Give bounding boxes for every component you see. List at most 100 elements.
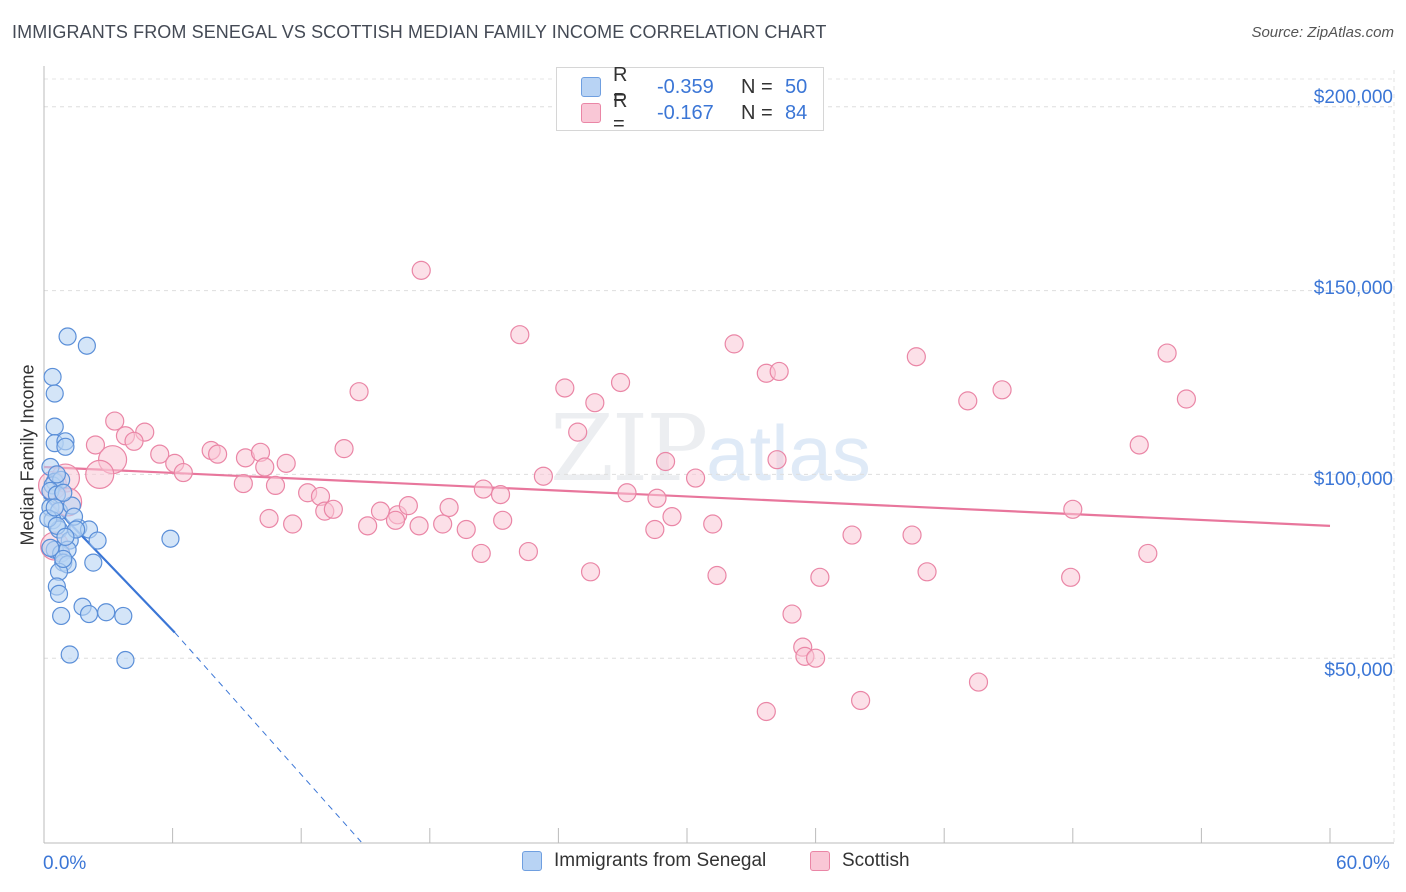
legend-swatch-blue bbox=[581, 77, 601, 97]
senegal-point bbox=[45, 498, 64, 517]
scottish-point bbox=[533, 466, 553, 486]
correlation-legend: R = -0.359 N = 50 R = -0.167 N = 84 bbox=[556, 64, 824, 135]
scottish-point bbox=[493, 510, 513, 530]
scottish-point bbox=[703, 514, 723, 534]
scottish-point bbox=[233, 473, 253, 494]
trend-lines bbox=[43, 465, 1331, 843]
legend-swatch-pink bbox=[581, 103, 601, 123]
legend-row-senegal: R = -0.359 N = 50 bbox=[581, 64, 808, 109]
scottish-point bbox=[358, 516, 378, 536]
scottish-point bbox=[385, 510, 406, 530]
scottish-point bbox=[518, 541, 538, 562]
scottish-point bbox=[767, 450, 787, 470]
scottish-point bbox=[265, 475, 286, 496]
legend-row-scottish: R = -0.167 N = 84 bbox=[581, 90, 807, 135]
source-label: Source: ZipAtlas.com bbox=[1251, 24, 1394, 41]
scottish-point bbox=[992, 380, 1012, 400]
scottish-point bbox=[555, 378, 575, 398]
legend-swatch-blue bbox=[522, 851, 542, 871]
scottish-point bbox=[842, 525, 862, 545]
senegal-point bbox=[54, 549, 73, 569]
scottish-point bbox=[645, 519, 665, 540]
scottish-point bbox=[617, 483, 637, 503]
scottish-point bbox=[568, 422, 588, 442]
senegal-point bbox=[56, 437, 75, 456]
n-label: N = bbox=[741, 101, 773, 124]
scottish-point bbox=[259, 508, 279, 529]
scottish-point bbox=[276, 453, 296, 473]
senegal-point bbox=[47, 465, 66, 484]
senegal-point bbox=[60, 645, 79, 664]
scottish-point bbox=[433, 514, 453, 534]
scottish-point bbox=[756, 701, 776, 722]
scottish-point bbox=[917, 562, 937, 582]
scottish-point bbox=[655, 451, 676, 472]
senegal-point bbox=[84, 553, 103, 572]
r-label: R = bbox=[613, 90, 628, 135]
r-value: -0.167 bbox=[657, 101, 714, 124]
scottish-point bbox=[782, 604, 802, 624]
n-value: 50 bbox=[785, 75, 808, 98]
senegal-point bbox=[49, 584, 69, 603]
scottish-point bbox=[968, 672, 989, 692]
r-value: -0.359 bbox=[657, 75, 714, 98]
y-tick-label-50000: $50,000 bbox=[1324, 660, 1393, 681]
scottish-point bbox=[105, 411, 125, 431]
scottish-point bbox=[85, 459, 115, 489]
legend-swatch-pink bbox=[810, 851, 830, 871]
scottish-point bbox=[1157, 343, 1177, 363]
scottish-point bbox=[810, 567, 830, 587]
scottish-point bbox=[707, 565, 727, 586]
scottish-point bbox=[208, 444, 228, 464]
senegal-point bbox=[41, 538, 60, 558]
legend-item-scottish[interactable]: Scottish bbox=[810, 850, 910, 872]
scottish-point bbox=[610, 372, 631, 393]
senegal-points bbox=[39, 327, 180, 670]
scottish-point bbox=[398, 496, 418, 516]
scottish-point bbox=[805, 648, 826, 668]
senegal-point bbox=[116, 650, 135, 670]
scottish-point bbox=[283, 514, 303, 534]
scottish-point bbox=[439, 497, 459, 518]
scottish-point bbox=[958, 391, 978, 411]
scottish-point bbox=[411, 260, 431, 280]
scottish-point bbox=[769, 361, 789, 382]
senegal-point bbox=[77, 336, 96, 355]
scottish-point bbox=[1063, 499, 1083, 519]
scottish-point bbox=[580, 562, 601, 582]
scottish-trend-line bbox=[43, 465, 1331, 527]
scottish-point bbox=[1176, 389, 1196, 409]
scottish-point bbox=[724, 334, 744, 354]
senegal-point bbox=[114, 606, 133, 626]
legend-label: Scottish bbox=[842, 850, 910, 871]
scottish-point bbox=[585, 393, 605, 413]
scottish-point bbox=[409, 516, 429, 536]
scottish-point bbox=[1061, 567, 1081, 587]
senegal-point bbox=[45, 384, 64, 403]
senegal-point bbox=[97, 603, 116, 622]
legend-label: Immigrants from Senegal bbox=[554, 850, 767, 871]
scottish-point bbox=[255, 457, 275, 477]
scottish-point bbox=[510, 325, 530, 345]
scottish-point bbox=[490, 485, 511, 505]
legend-item-senegal[interactable]: Immigrants from Senegal bbox=[522, 850, 766, 872]
y-tick-label-200000: $200,000 bbox=[1313, 87, 1393, 108]
scottish-point bbox=[124, 431, 144, 451]
senegal-point bbox=[56, 527, 75, 546]
axes bbox=[43, 66, 1394, 844]
scottish-point bbox=[334, 439, 354, 459]
scottish-point bbox=[473, 479, 493, 499]
scottish-point bbox=[456, 519, 476, 540]
watermark-atlas: atlas bbox=[706, 409, 871, 497]
senegal-point bbox=[45, 417, 64, 436]
senegal-point bbox=[54, 483, 73, 502]
scottish-points bbox=[37, 260, 1196, 722]
scottish-point bbox=[685, 468, 706, 488]
scottish-point bbox=[173, 462, 193, 483]
y-tick-label-150000: $150,000 bbox=[1313, 278, 1393, 299]
scottish-point bbox=[902, 525, 922, 545]
senegal-point bbox=[79, 604, 99, 624]
scottish-point bbox=[1138, 543, 1158, 564]
x-tick-label-min: 0.0% bbox=[43, 853, 87, 874]
